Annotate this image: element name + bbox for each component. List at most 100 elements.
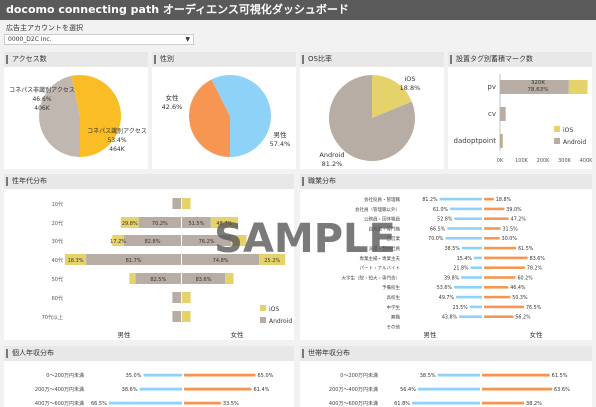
data-label: 83.6% [196, 277, 212, 283]
bar [231, 235, 247, 246]
legend-label: iOS [563, 127, 573, 134]
tick-label: 400K [580, 158, 592, 164]
bar [484, 276, 516, 279]
data-label: 81.2% [422, 197, 438, 203]
data-label: 43.8% [442, 315, 458, 321]
data-label: 70.2% [152, 221, 168, 227]
legend-swatch [260, 317, 266, 323]
panel-occupation-title: 職業分布 [300, 174, 592, 189]
bar [568, 80, 588, 94]
axis-label: 男性 [118, 330, 132, 339]
bar [473, 256, 482, 260]
bar [484, 305, 524, 309]
tick-label: 300K [558, 158, 572, 164]
data-label: 48.7% [216, 221, 232, 227]
bar [484, 207, 505, 211]
panel-household-title: 世帯年収分布 [300, 346, 592, 361]
bar [172, 311, 181, 322]
bar [453, 286, 482, 289]
data-label: 30.0% [502, 236, 518, 242]
tick-label: 70代以上 [42, 314, 63, 321]
bar [184, 373, 256, 377]
data-label: 83.6% [530, 256, 546, 262]
pie-label: コネパス識別アクセス [87, 127, 147, 135]
bar [500, 134, 503, 148]
tick-label: 50代 [52, 276, 63, 283]
tick-label: 20代 [52, 220, 63, 227]
pie-slice [71, 75, 122, 157]
bar [86, 254, 181, 265]
data-label: 38.5% [420, 373, 436, 379]
data-label: 66.5% [91, 401, 107, 407]
household-bar-chart: 0～200万円未満 38.5% 61.5% 200万～400万円未満 56.4% 63.6… [329, 372, 570, 407]
pie-label: 女性 [166, 93, 180, 102]
data-label: 60.2% [517, 275, 533, 281]
tick-label: 40代 [52, 257, 63, 264]
bar [500, 107, 506, 121]
bar [172, 198, 181, 209]
pie-slice [189, 79, 230, 157]
tick-label: 200万～400万円未満 [35, 386, 84, 393]
bar [484, 227, 501, 230]
tick-label: 0～200万円未満 [340, 372, 378, 379]
tick-label: パート・アルバイト [360, 266, 400, 272]
pie-slice [329, 75, 415, 161]
pie-label: 18.8% [400, 84, 421, 92]
legend-swatch [554, 126, 560, 132]
axis-label: 女性 [530, 330, 544, 339]
occupation-bar-chart: 会社役員・管理職 81.2% 18.8% 会社員（管理職以外） 61.0% 39.0% 公務… [342, 196, 546, 339]
data-label: 70.0% [428, 236, 444, 242]
bar [417, 387, 480, 391]
data-label: 35.0% [126, 373, 142, 379]
bar [139, 387, 182, 391]
income-bar-chart: 0～200万円未満 35.0% 65.0% 200万～400万円未満 38.6% 61.4… [35, 372, 274, 407]
pie-label: 42.6% [162, 103, 183, 111]
panel-age: 性年代分布 10代 20代 29.8% 70.2% 51.5% 48.7% 30代 17.2%… [4, 174, 294, 340]
tick-label: 公務員・団体職員 [364, 216, 400, 223]
data-label: 15.4% [457, 256, 473, 262]
tick-label: 予備校生 [382, 284, 400, 291]
tick-label: 0K [497, 158, 504, 164]
pie-label: 464K [109, 146, 125, 153]
tick-label: 0～200万円未満 [46, 372, 84, 379]
bar [505, 107, 507, 121]
data-label: 46.4% [510, 285, 526, 291]
data-label: 320K [531, 80, 545, 86]
tick-label: 会社員（管理職以外） [355, 206, 400, 213]
data-label: 38.2% [526, 401, 542, 407]
legend-label: iOS [269, 306, 279, 313]
tick-label: 10代 [52, 201, 63, 208]
data-label: 61.5% [518, 246, 534, 252]
bar [484, 217, 509, 220]
account-select-label: 広告主アカウントを選択 [6, 24, 83, 32]
panel-access-title: アクセス数 [4, 52, 148, 67]
panel-occupation: 職業分布 会社役員・管理職 81.2% 18.8% 会社員（管理職以外） 61.0% 39… [300, 174, 592, 340]
tick-label: 大学生（院・短大・専門含） [342, 274, 401, 281]
legend-label: Android [269, 318, 292, 325]
tick-label: 自営業 [387, 235, 401, 242]
data-label: 39.8% [444, 275, 460, 281]
pie-slice [39, 75, 80, 157]
bar [461, 276, 482, 279]
pie-label: iOS [404, 75, 415, 83]
account-select[interactable]: 0000_D2C Inc. ▼ [4, 34, 194, 45]
tick-label: 派遣・契約社員 [369, 245, 401, 252]
bar [500, 80, 569, 94]
bar [482, 401, 525, 405]
tick-label: 専業主婦・専業主夫 [360, 255, 401, 262]
panel-household: 世帯年収分布 0～200万円未満 38.5% 61.5% 200万～400万円未満 56… [300, 346, 592, 407]
tick-label: 会社役員・管理職 [364, 196, 400, 203]
bar [484, 256, 528, 260]
data-label: 78.2% [527, 266, 543, 272]
bar [470, 266, 482, 269]
tick-label: 400万～600万円未満 [329, 400, 378, 407]
page-title: docomo connecting path オーディエンス可視化ダッシュボード [0, 0, 596, 20]
data-label: 61.8% [394, 401, 410, 407]
bar [454, 217, 482, 220]
axis-label: 男性 [424, 330, 438, 339]
bar [182, 198, 191, 209]
bar [484, 315, 514, 318]
data-label: 47.2% [511, 217, 527, 223]
panel-os: OS比率 iOS 18.8% Android 81.2% [300, 52, 444, 169]
tick-label: dadoptpoint [454, 137, 497, 145]
